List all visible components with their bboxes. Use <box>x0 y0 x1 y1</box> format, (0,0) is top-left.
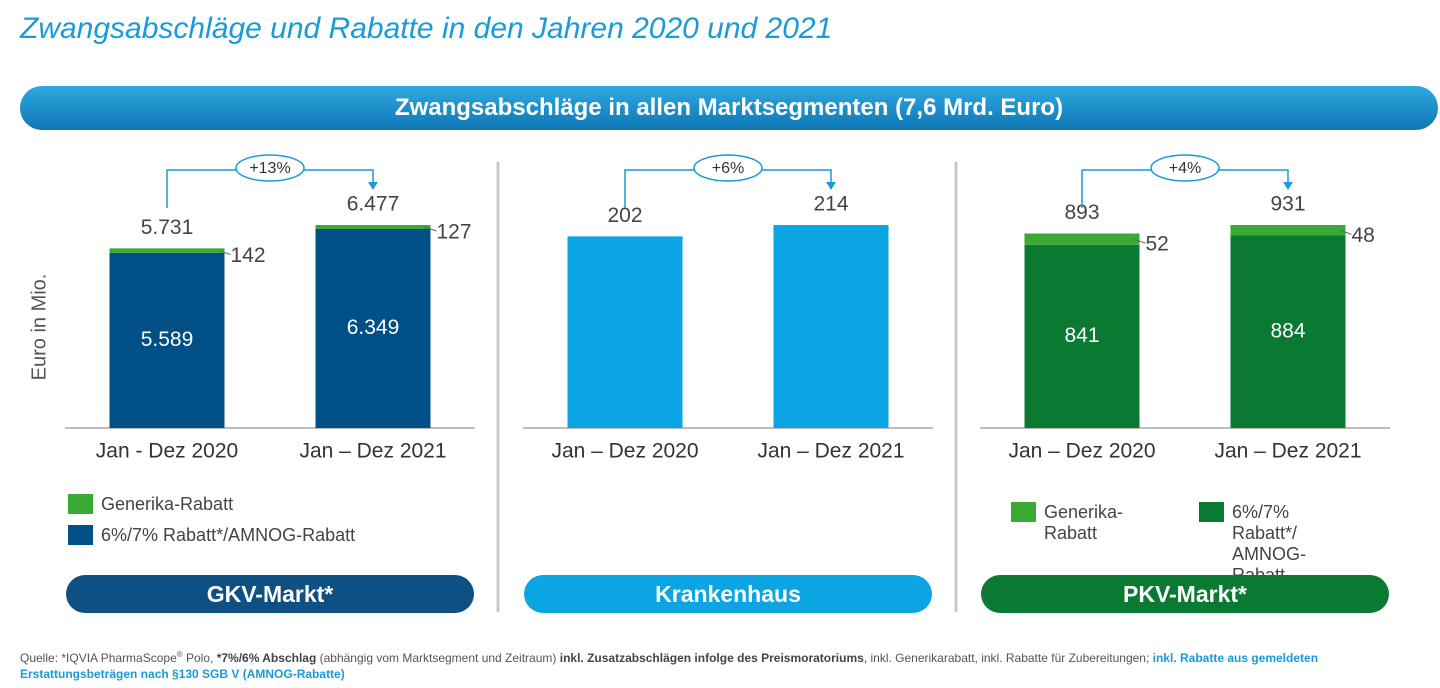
x-tick-label: Jan – Dez 2020 <box>1008 440 1155 463</box>
source-part: Polo, <box>182 651 217 665</box>
legend-swatch <box>1199 502 1224 522</box>
bar <box>567 236 683 428</box>
bar <box>773 225 889 428</box>
leader-line <box>424 226 437 232</box>
legend-swatch <box>68 525 93 545</box>
segment-label: Krankenhaus <box>524 575 932 613</box>
segment-label: PKV-Markt* <box>981 575 1389 613</box>
x-tick-label: Jan – Dez 2021 <box>757 440 904 463</box>
source-note: Quelle: *IQVIA PharmaScope® Polo, *7%/6%… <box>20 650 1400 682</box>
change-label: +4% <box>1169 160 1201 177</box>
value-label: 142 <box>231 244 266 267</box>
legend-label: 6%/7% Rabatt*/ AMNOG-Rabatt <box>1232 502 1306 585</box>
change-badge <box>1150 154 1220 182</box>
bar-segment <box>109 248 225 253</box>
value-label: 127 <box>437 221 472 244</box>
legend-swatch <box>1011 502 1036 522</box>
legend-label: Generika-Rabatt <box>101 494 234 514</box>
legend-label: 6%/7% Rabatt*/AMNOG-Rabatt <box>101 525 356 545</box>
change-label: +13% <box>249 160 290 177</box>
source-part: (abhängig vom Marktsegment und Zeitraum) <box>316 651 560 665</box>
total-label: 6.477 <box>347 193 400 216</box>
value-label: 52 <box>1146 233 1169 256</box>
source-part: Quelle: *IQVIA PharmaScope <box>20 651 177 665</box>
legend-swatch <box>68 494 93 514</box>
legend-item: Generika-Rabatt <box>68 494 428 515</box>
x-tick-label: Jan – Dez 2020 <box>551 440 698 463</box>
bar-segment <box>1230 225 1346 236</box>
x-tick-label: Jan – Dez 2021 <box>299 440 446 463</box>
banner: Zwangsabschläge in allen Marktsegmenten … <box>20 86 1438 130</box>
value-label: 48 <box>1352 224 1375 247</box>
bar-segment <box>109 252 225 428</box>
leader-line <box>1339 229 1352 235</box>
value-label: 6.349 <box>347 316 400 339</box>
value-label: 214 <box>813 193 848 216</box>
value-label: 202 <box>607 204 642 227</box>
change-badge <box>235 154 305 182</box>
title: Zwangsabschläge und Rabatte in den Jahre… <box>20 12 833 45</box>
source-part: , inkl. Generikarabatt, inkl. Rabatte fü… <box>863 651 1153 665</box>
total-label: 893 <box>1064 201 1099 224</box>
change-arrow <box>368 182 378 190</box>
bar-segment <box>1024 233 1140 245</box>
leader-line <box>1133 238 1146 244</box>
total-label: 5.731 <box>141 216 194 239</box>
legend-label: Generika-Rabatt <box>1044 502 1124 543</box>
change-arrow <box>1283 182 1293 190</box>
source-part: ® <box>176 650 183 659</box>
total-label: 931 <box>1270 193 1305 216</box>
source-part: inkl. Zusatzabschlägen infolge des Preis… <box>559 651 864 665</box>
bar-segment <box>1230 235 1346 428</box>
leader-line <box>218 250 231 256</box>
x-tick-label: Jan – Dez 2021 <box>1214 440 1361 463</box>
value-label: 884 <box>1270 319 1305 342</box>
change-label: +6% <box>712 160 744 177</box>
legend-item: 6%/7% Rabatt*/AMNOG-Rabatt <box>68 525 428 546</box>
bar-segment <box>1024 244 1140 428</box>
bar-segment <box>315 228 431 428</box>
change-arrow <box>826 182 836 190</box>
legend-item: 6%/7% Rabatt*/ AMNOG-Rabatt <box>1199 502 1359 586</box>
change-badge <box>693 154 763 182</box>
x-tick-label: Jan - Dez 2020 <box>96 440 238 463</box>
legend-item: Generika-Rabatt <box>1011 502 1171 544</box>
source-part: inkl. Rabatte aus gemeldeten Erstattungs… <box>20 651 1319 681</box>
source-part: *7%/6% Abschlag <box>216 651 317 665</box>
y-axis-label: Euro in Mio. <box>28 274 50 381</box>
value-label: 5.589 <box>141 328 194 351</box>
bar-segment <box>315 225 431 229</box>
segment-label: GKV-Markt* <box>66 575 474 613</box>
value-label: 841 <box>1064 324 1099 347</box>
